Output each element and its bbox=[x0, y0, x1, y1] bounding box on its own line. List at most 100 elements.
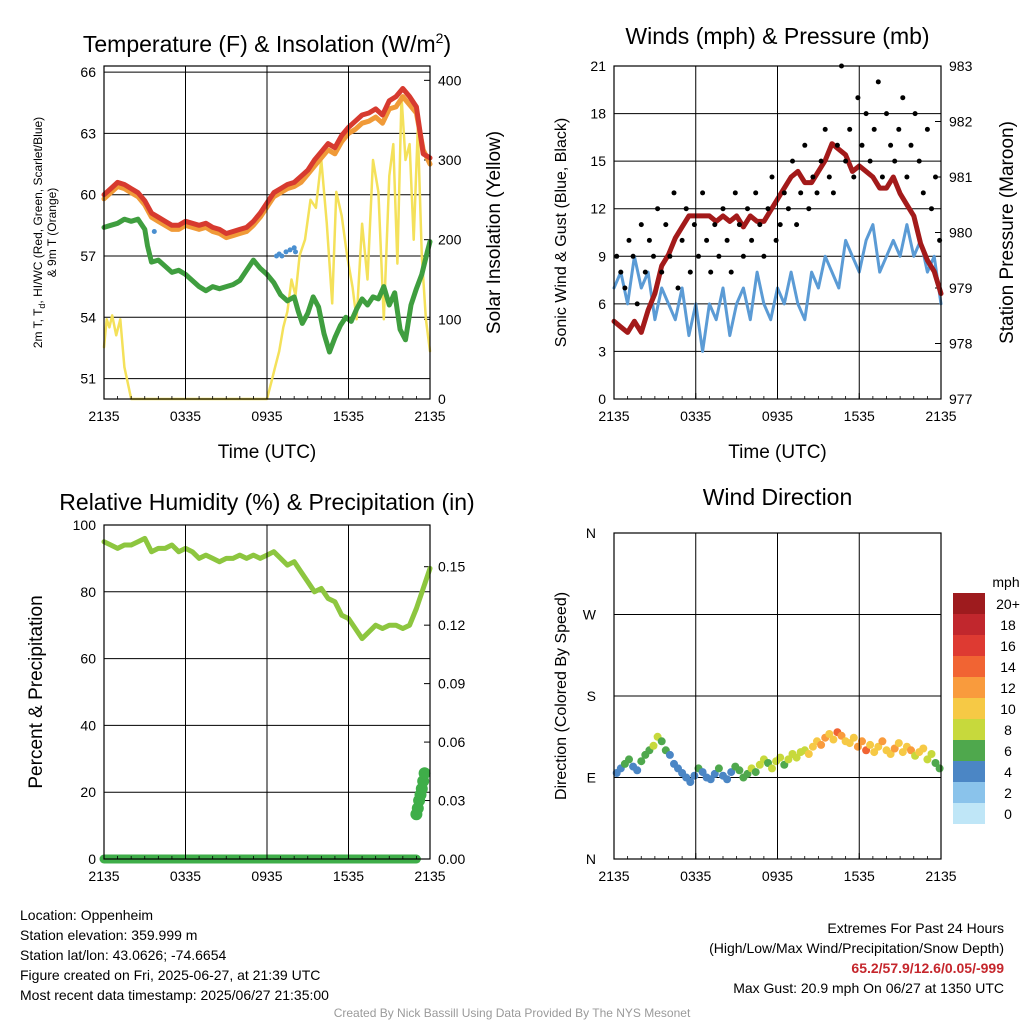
x-tick-label: 2135 bbox=[925, 408, 956, 424]
x-tick-label: 0935 bbox=[762, 868, 793, 884]
data-point bbox=[745, 206, 750, 212]
data-point bbox=[912, 111, 918, 117]
legend-swatch bbox=[953, 656, 985, 677]
y2-tick-label: 400 bbox=[438, 72, 462, 88]
data-point bbox=[736, 222, 742, 228]
y-axis-label-line2: & 9m T (Orange) bbox=[45, 188, 59, 278]
y-tick-label: N bbox=[586, 851, 596, 867]
data-point bbox=[712, 222, 718, 228]
data-point bbox=[794, 222, 800, 228]
x-tick-label: 1535 bbox=[844, 868, 875, 884]
data-point bbox=[675, 285, 681, 291]
y2-tick-label: 983 bbox=[949, 58, 973, 74]
legend-label: 8 bbox=[1004, 722, 1012, 738]
x-axis-label: Time (UTC) bbox=[218, 442, 317, 463]
data-point bbox=[634, 301, 640, 307]
legend-swatch bbox=[953, 719, 985, 740]
y-tick-label: 0 bbox=[88, 851, 96, 867]
direction-point bbox=[894, 739, 903, 748]
data-point bbox=[884, 111, 889, 117]
winds-pressure-panel: Winds (mph) & Pressure (mb) 0 3 6 9 12 15 18 21 9… bbox=[553, 23, 1018, 463]
data-point bbox=[700, 190, 706, 196]
data-point bbox=[916, 158, 922, 164]
data-point bbox=[279, 253, 285, 259]
plot-frame bbox=[103, 524, 431, 860]
legend-label: 10 bbox=[1000, 701, 1016, 717]
data-point bbox=[618, 269, 624, 275]
y-tick-label: W bbox=[583, 607, 597, 623]
y-axis-label: Direction (Colored By Speed) bbox=[553, 592, 570, 800]
chart-title: Winds (mph) & Pressure (mb) bbox=[625, 23, 929, 49]
data-point bbox=[806, 206, 812, 212]
y-tick-label: 66 bbox=[80, 64, 96, 80]
y2-tick-label: 981 bbox=[949, 169, 973, 185]
legend-label: 6 bbox=[1004, 743, 1012, 759]
legend-label: 20+ bbox=[996, 596, 1020, 612]
x-tick-label: 1535 bbox=[333, 868, 364, 884]
y-tick-label: E bbox=[587, 770, 596, 786]
y2-tick-label: 0 bbox=[438, 391, 446, 407]
x-tick-label: 2135 bbox=[925, 868, 956, 884]
y-tick-label: S bbox=[587, 688, 596, 704]
plot-frame bbox=[103, 65, 431, 400]
x-tick-label: 2135 bbox=[598, 408, 629, 424]
data-point bbox=[818, 158, 824, 164]
y2-tick-label: 977 bbox=[949, 391, 973, 407]
y2-tick-label: 200 bbox=[438, 232, 462, 248]
x-axis-label: Time (UTC) bbox=[728, 442, 827, 463]
x-tick-label: 0335 bbox=[170, 408, 201, 424]
y2-tick-label: 0.15 bbox=[438, 559, 465, 575]
data-point bbox=[777, 222, 783, 228]
data-point bbox=[614, 253, 620, 259]
data-point bbox=[293, 249, 298, 255]
data-point bbox=[151, 229, 157, 234]
data-point bbox=[626, 237, 632, 243]
direction-point bbox=[866, 740, 875, 749]
y2-tick-label: 0.03 bbox=[438, 793, 465, 809]
y-tick-label: 60 bbox=[80, 651, 96, 667]
x-tick-label: 0935 bbox=[251, 408, 282, 424]
direction-point bbox=[776, 753, 785, 762]
extremes-values: 65.2/57.9/12.6/0.05/-999 bbox=[851, 960, 1004, 976]
data-point bbox=[847, 126, 853, 132]
direction-point bbox=[886, 750, 895, 758]
data-point bbox=[716, 253, 722, 259]
direction-point bbox=[919, 744, 928, 753]
extremes-legend: (High/Low/Max Wind/Precipitation/Snow De… bbox=[709, 940, 1004, 956]
legend-swatch bbox=[953, 761, 985, 782]
data-point bbox=[687, 269, 693, 275]
y-tick-label: 80 bbox=[80, 584, 96, 600]
data-point bbox=[834, 142, 840, 148]
extremes-box: Extremes For Past 24 Hours (High/Low/Max… bbox=[709, 918, 1004, 998]
direction-point bbox=[878, 737, 887, 746]
y-tick-label: 20 bbox=[80, 784, 96, 800]
data-point bbox=[732, 190, 738, 196]
data-point bbox=[638, 222, 644, 228]
legend-label: 0 bbox=[1004, 806, 1012, 822]
y-tick-label: 51 bbox=[80, 371, 96, 387]
direction-point bbox=[743, 769, 752, 778]
data-point bbox=[749, 237, 755, 243]
humidity-precipitation-panel: Relative Humidity (%) & Precipitation (i… bbox=[26, 489, 475, 884]
data-point bbox=[769, 174, 775, 180]
direction-point bbox=[817, 740, 826, 749]
data-point bbox=[892, 158, 898, 164]
chart-title: Wind Direction bbox=[703, 484, 853, 510]
data-point bbox=[920, 190, 926, 196]
data-point bbox=[287, 247, 293, 253]
data-point bbox=[724, 237, 730, 243]
direction-point bbox=[849, 733, 858, 742]
plot-frame bbox=[613, 65, 942, 400]
data-point bbox=[659, 269, 665, 275]
direction-point bbox=[829, 735, 838, 744]
y2-axis-label: Station Pressure (Maroon) bbox=[997, 121, 1018, 344]
data-point bbox=[863, 111, 869, 117]
data-point bbox=[642, 269, 648, 275]
y2-tick-label: 0.00 bbox=[438, 851, 465, 867]
data-point bbox=[761, 253, 767, 259]
data-point bbox=[418, 767, 431, 780]
y-axis-label: Percent & Precipitation bbox=[26, 595, 47, 788]
data-point bbox=[655, 206, 661, 212]
legend-label: 4 bbox=[1004, 764, 1012, 780]
data-point bbox=[830, 190, 836, 196]
